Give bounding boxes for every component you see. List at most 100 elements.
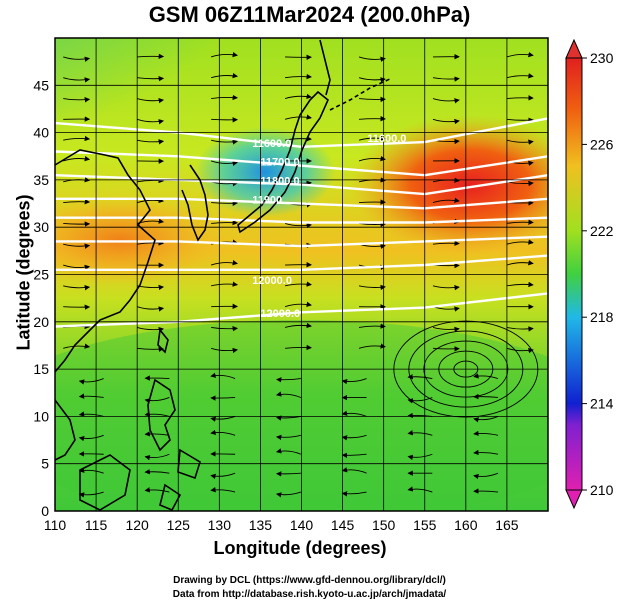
streamline [210,415,236,422]
x-tick-label: 165 [495,517,519,533]
x-tick-label: 115 [85,517,108,533]
streamline [358,284,386,291]
colorbar-ticks: 210 214 218 222 226 230 [582,50,614,498]
coastline-korea [181,164,209,242]
streamline [210,472,236,480]
x-tick-labels: 110 115 120 125 130 135 140 145 150 155 160 165 [44,517,519,533]
y-tick-label: 0 [41,503,49,519]
streamline [358,56,386,62]
streamline [506,95,534,101]
streamline [63,77,91,83]
streamline [211,325,239,332]
streamline [506,139,534,145]
cold-anomaly-northwest [55,38,285,168]
streamline [341,491,367,497]
streamline [432,118,460,125]
streamline [358,115,386,122]
contour-label: 11800.0 [260,176,299,188]
streamline [407,430,433,436]
streamline [63,264,91,271]
streamline [63,304,91,310]
coastline-borneo [79,454,131,511]
streamline [63,56,91,62]
streamline [63,199,91,205]
contour-label: 11600.0 [252,138,291,150]
streamline [144,431,170,437]
streamline [284,222,312,229]
coastline-kurils [329,77,393,111]
streamline [506,239,534,245]
streamline [284,136,312,142]
streamline [137,97,165,104]
x-tick-label: 160 [454,517,478,533]
streamline [144,487,170,493]
streamline [211,94,239,101]
streamline [284,281,312,287]
contour-labels: 11600.0 11600.0 11700.0 11800.0 11900 12000.0… [252,133,406,320]
map-title: GSM 06Z11Mar2024 (200.0hPa) [148,2,471,27]
streamline [432,240,460,246]
streamline [407,453,433,460]
streamline [407,397,433,404]
streamline [432,98,460,104]
x-axis-label: Longitude (degrees) [213,538,387,558]
streamline [144,453,170,461]
colorbar-tick-label: 230 [590,50,614,66]
contour-label: 12000.0 [252,275,292,287]
streamline [137,326,165,333]
streamline [137,197,165,204]
streamline [358,77,386,83]
streamline [78,434,104,442]
streamline [137,306,165,312]
streamline [210,429,236,436]
streamline [341,410,367,417]
grid-lines [54,38,548,512]
coastline-taiwan [157,328,169,354]
streamline [210,487,236,493]
streamline [506,73,534,79]
streamline [210,260,239,266]
streamline [275,377,301,383]
y-axis-label: Latitude (degrees) [13,194,34,351]
contour-label: 11700.0 [260,157,299,169]
y-tick-label: 15 [33,361,49,377]
credit-data: Data from http://database.rish.kyoto-u.a… [172,589,447,600]
streamline [285,344,312,351]
streamline [284,93,312,100]
streamline [432,326,460,333]
streamline [432,346,460,352]
coastline-mindanao [177,448,201,480]
streamline [358,96,386,103]
colorbar-tick-label: 210 [590,482,614,498]
colorbar-bottom-arrow [565,489,583,510]
coastline-sakhalin [319,39,331,96]
streamline [137,53,165,60]
colorbar: 210 214 218 222 226 230 [565,38,614,510]
y-tick-label: 25 [33,267,49,283]
streamline [506,347,534,354]
x-tick-label: 145 [331,517,355,533]
streamline [137,118,165,125]
streamline [210,372,236,379]
streamline [63,155,91,162]
x-tick-label: 150 [372,517,396,533]
streamline [78,378,104,385]
plot-frame [54,37,549,512]
streamline [210,72,239,79]
streamline [358,343,386,349]
streamline [407,486,433,493]
streamline [284,322,312,329]
streamline [275,391,302,398]
coastline-luzon [147,378,176,452]
coastline-asia [55,149,156,373]
streamline [275,448,302,455]
streamline [506,326,534,332]
streamline [137,346,165,352]
streamline [473,472,499,480]
y-tick-label: 20 [33,314,49,330]
x-tick-label: 110 [44,517,67,533]
streamline [284,73,312,80]
streamline [211,117,239,123]
streamline [341,434,367,441]
